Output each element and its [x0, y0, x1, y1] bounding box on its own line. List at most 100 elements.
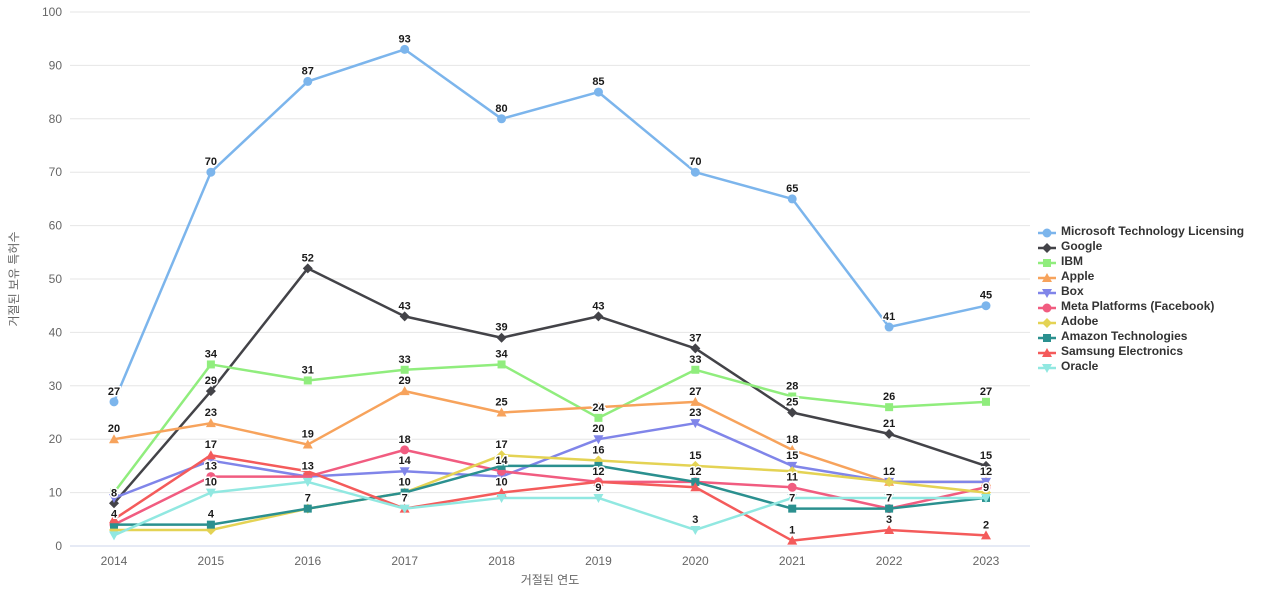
data-point-marker[interactable]	[690, 482, 701, 492]
data-point-marker[interactable]	[594, 413, 603, 422]
data-point-marker[interactable]	[302, 439, 313, 449]
data-point-marker[interactable]	[109, 514, 119, 524]
legend-item-google[interactable]: Google	[1038, 239, 1244, 254]
data-point-marker[interactable]	[496, 407, 507, 417]
data-point-marker[interactable]	[205, 450, 216, 460]
data-point-marker[interactable]	[206, 167, 216, 177]
data-point-marker[interactable]	[787, 493, 798, 503]
data-point-marker[interactable]	[691, 365, 700, 374]
data-point-marker[interactable]	[593, 311, 604, 322]
data-point-marker[interactable]	[593, 435, 604, 445]
data-point-marker[interactable]	[496, 332, 507, 343]
data-point-marker[interactable]	[787, 194, 797, 204]
data-point-marker[interactable]	[691, 477, 700, 486]
data-point-marker[interactable]	[1042, 228, 1052, 237]
data-point-marker[interactable]	[787, 407, 798, 418]
legend-item-adobe[interactable]: Adobe	[1038, 314, 1244, 329]
legend-item-box[interactable]: Box	[1038, 284, 1244, 299]
data-point-marker[interactable]	[205, 418, 216, 428]
data-point-marker[interactable]	[1043, 258, 1051, 267]
data-point-marker[interactable]	[594, 461, 603, 470]
data-point-marker[interactable]	[593, 402, 604, 412]
legend-item-apple[interactable]: Apple	[1038, 269, 1244, 284]
data-point-marker[interactable]	[205, 386, 216, 397]
legend-item-oracle[interactable]: Oracle	[1038, 359, 1244, 374]
data-point-marker[interactable]	[787, 444, 798, 454]
data-point-marker[interactable]	[497, 360, 506, 369]
data-point-marker[interactable]	[497, 461, 506, 470]
data-point-marker[interactable]	[788, 392, 797, 401]
data-point-marker[interactable]	[109, 498, 119, 509]
data-point-marker[interactable]	[787, 466, 798, 477]
data-point-marker[interactable]	[690, 167, 700, 177]
data-point-marker[interactable]	[109, 397, 119, 407]
data-point-marker[interactable]	[885, 504, 894, 513]
data-point-marker[interactable]	[399, 386, 410, 396]
data-point-marker[interactable]	[981, 460, 991, 471]
data-point-marker[interactable]	[981, 477, 991, 487]
data-point-marker[interactable]	[400, 445, 410, 455]
data-point-marker[interactable]	[884, 428, 895, 439]
data-point-marker[interactable]	[109, 531, 119, 541]
data-point-marker[interactable]	[303, 504, 312, 513]
data-point-marker[interactable]	[690, 396, 701, 406]
data-point-marker[interactable]	[884, 322, 894, 332]
legend-item-samsung-electronics[interactable]: Samsung Electronics	[1038, 344, 1244, 359]
data-point-marker[interactable]	[110, 488, 118, 497]
data-point-marker[interactable]	[497, 114, 507, 124]
data-point-marker[interactable]	[303, 76, 313, 86]
data-point-marker[interactable]	[690, 419, 701, 429]
data-point-marker[interactable]	[981, 493, 991, 503]
data-point-marker[interactable]	[981, 482, 991, 492]
data-point-marker[interactable]	[981, 301, 991, 311]
legend-item-label: Google	[1061, 239, 1103, 253]
data-point-marker[interactable]	[399, 311, 410, 322]
data-point-marker[interactable]	[1043, 333, 1051, 342]
legend-item-microsoft-technology-licensing[interactable]: Microsoft Technology Licensing	[1038, 224, 1244, 239]
data-point-marker[interactable]	[109, 493, 119, 503]
data-point-marker[interactable]	[690, 460, 701, 471]
data-point-marker[interactable]	[1042, 272, 1052, 282]
data-point-marker[interactable]	[690, 525, 701, 535]
data-point-marker[interactable]	[1042, 347, 1052, 357]
data-point-marker[interactable]	[1042, 317, 1052, 328]
data-point-marker[interactable]	[206, 472, 216, 482]
data-point-marker[interactable]	[593, 493, 604, 503]
data-point-marker[interactable]	[400, 44, 410, 54]
legend-item-meta-platforms-facebook[interactable]: Meta Platforms (Facebook)	[1038, 299, 1244, 314]
data-point-marker[interactable]	[110, 520, 118, 529]
data-point-marker[interactable]	[787, 535, 798, 545]
data-point-marker[interactable]	[884, 493, 895, 503]
data-point-marker[interactable]	[884, 524, 895, 534]
data-point-marker[interactable]	[1042, 242, 1052, 253]
data-point-marker[interactable]	[400, 488, 409, 497]
data-point-marker[interactable]	[787, 482, 797, 492]
data-point-marker[interactable]	[206, 360, 215, 369]
data-point-marker[interactable]	[302, 466, 313, 476]
data-point-marker[interactable]	[400, 365, 409, 374]
data-point-marker[interactable]	[982, 397, 990, 406]
data-point-marker[interactable]	[399, 504, 410, 514]
data-point-marker[interactable]	[690, 343, 701, 354]
data-point-marker[interactable]	[302, 477, 313, 487]
data-point-marker[interactable]	[205, 488, 216, 498]
data-point-label: 43	[399, 300, 411, 312]
data-point-marker[interactable]	[496, 493, 507, 503]
data-point-marker[interactable]	[884, 476, 895, 487]
data-point-marker[interactable]	[206, 520, 215, 529]
data-point-marker[interactable]	[593, 476, 604, 486]
data-point-marker[interactable]	[496, 450, 507, 461]
data-point-marker[interactable]	[593, 87, 603, 97]
data-point-marker[interactable]	[1042, 303, 1052, 312]
legend-item-amazon-technologies[interactable]: Amazon Technologies	[1038, 329, 1244, 344]
legend-item-ibm[interactable]: IBM	[1038, 254, 1244, 269]
data-point-marker[interactable]	[981, 530, 991, 540]
data-point-marker[interactable]	[1042, 363, 1052, 373]
data-point-marker[interactable]	[399, 467, 410, 477]
data-point-marker[interactable]	[302, 263, 313, 274]
data-point-marker[interactable]	[303, 376, 312, 385]
data-point-marker[interactable]	[788, 504, 797, 513]
data-point-marker[interactable]	[885, 403, 894, 412]
data-point-marker[interactable]	[1042, 288, 1052, 298]
data-point-marker[interactable]	[109, 434, 119, 444]
